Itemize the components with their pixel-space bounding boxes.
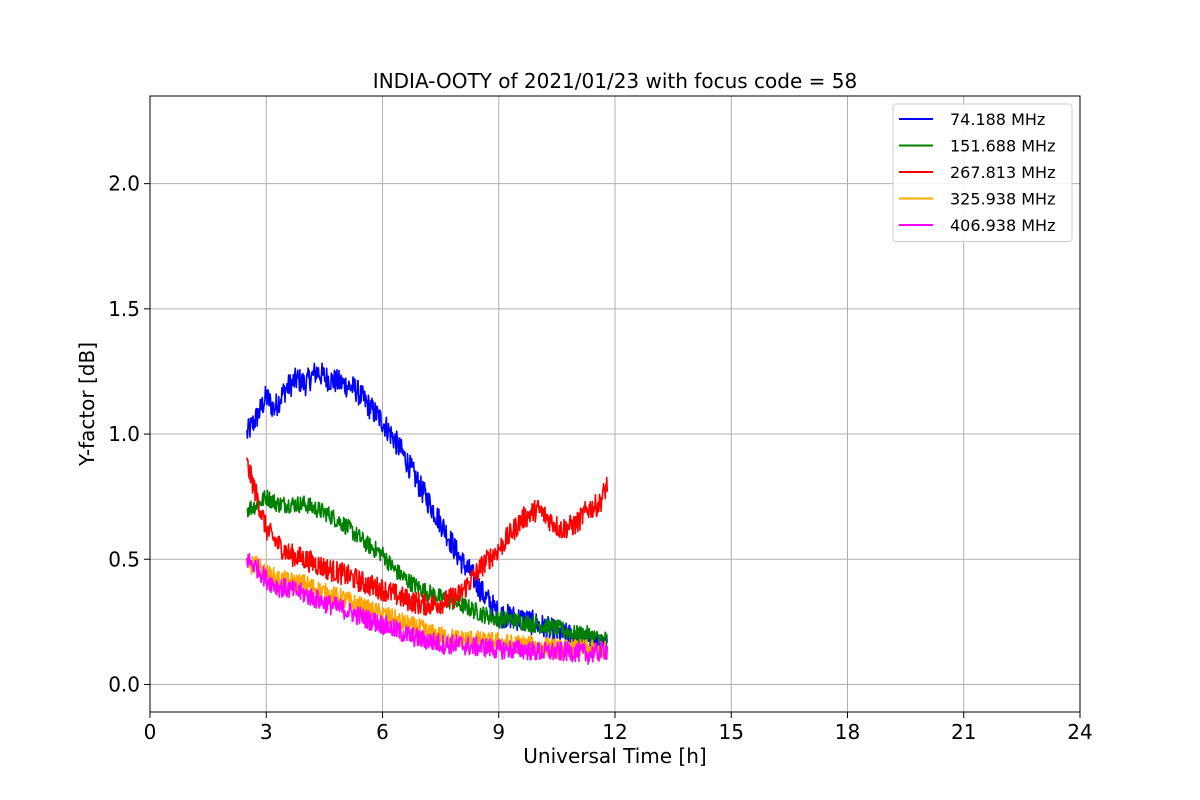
y-tick-label: 0.5 bbox=[108, 547, 140, 571]
y-tick-label: 2.0 bbox=[108, 172, 140, 196]
x-axis-label: Universal Time [h] bbox=[523, 744, 706, 768]
legend-box bbox=[892, 103, 1073, 242]
x-tick-label: 15 bbox=[719, 720, 744, 744]
x-tick-label: 0 bbox=[144, 720, 157, 744]
chart-title: INDIA-OOTY of 2021/01/23 with focus code… bbox=[373, 69, 857, 93]
legend-label: 267.813 MHz bbox=[950, 163, 1055, 182]
x-tick-label: 6 bbox=[376, 720, 389, 744]
x-tick-label: 3 bbox=[260, 720, 273, 744]
series-line bbox=[246, 489, 609, 649]
y-tick-label: 0.0 bbox=[108, 672, 140, 696]
y-tick-label: 1.0 bbox=[108, 422, 140, 446]
series-line bbox=[246, 552, 609, 666]
y-axis-label: Y-factor [dB] bbox=[75, 342, 99, 467]
x-axis: 0 3 6 9 12 15 18 21 24 bbox=[144, 712, 1093, 744]
legend: 74.188 MHz 151.688 MHz 267.813 MHz 325.938 … bbox=[892, 103, 1073, 242]
y-tick-label: 1.5 bbox=[108, 297, 140, 321]
series-group bbox=[246, 362, 609, 666]
x-tick-label: 9 bbox=[492, 720, 505, 744]
x-tick-label: 12 bbox=[602, 720, 627, 744]
x-tick-label: 24 bbox=[1067, 720, 1092, 744]
x-tick-label: 18 bbox=[835, 720, 860, 744]
series-line bbox=[246, 457, 609, 616]
y-axis: 0.0 0.5 1.0 1.5 2.0 bbox=[108, 172, 150, 696]
legend-label: 151.688 MHz bbox=[950, 137, 1055, 156]
legend-label: 325.938 MHz bbox=[950, 190, 1055, 209]
x-tick-label: 21 bbox=[951, 720, 976, 744]
legend-label: 406.938 MHz bbox=[950, 216, 1055, 235]
legend-label: 74.188 MHz bbox=[950, 110, 1045, 129]
